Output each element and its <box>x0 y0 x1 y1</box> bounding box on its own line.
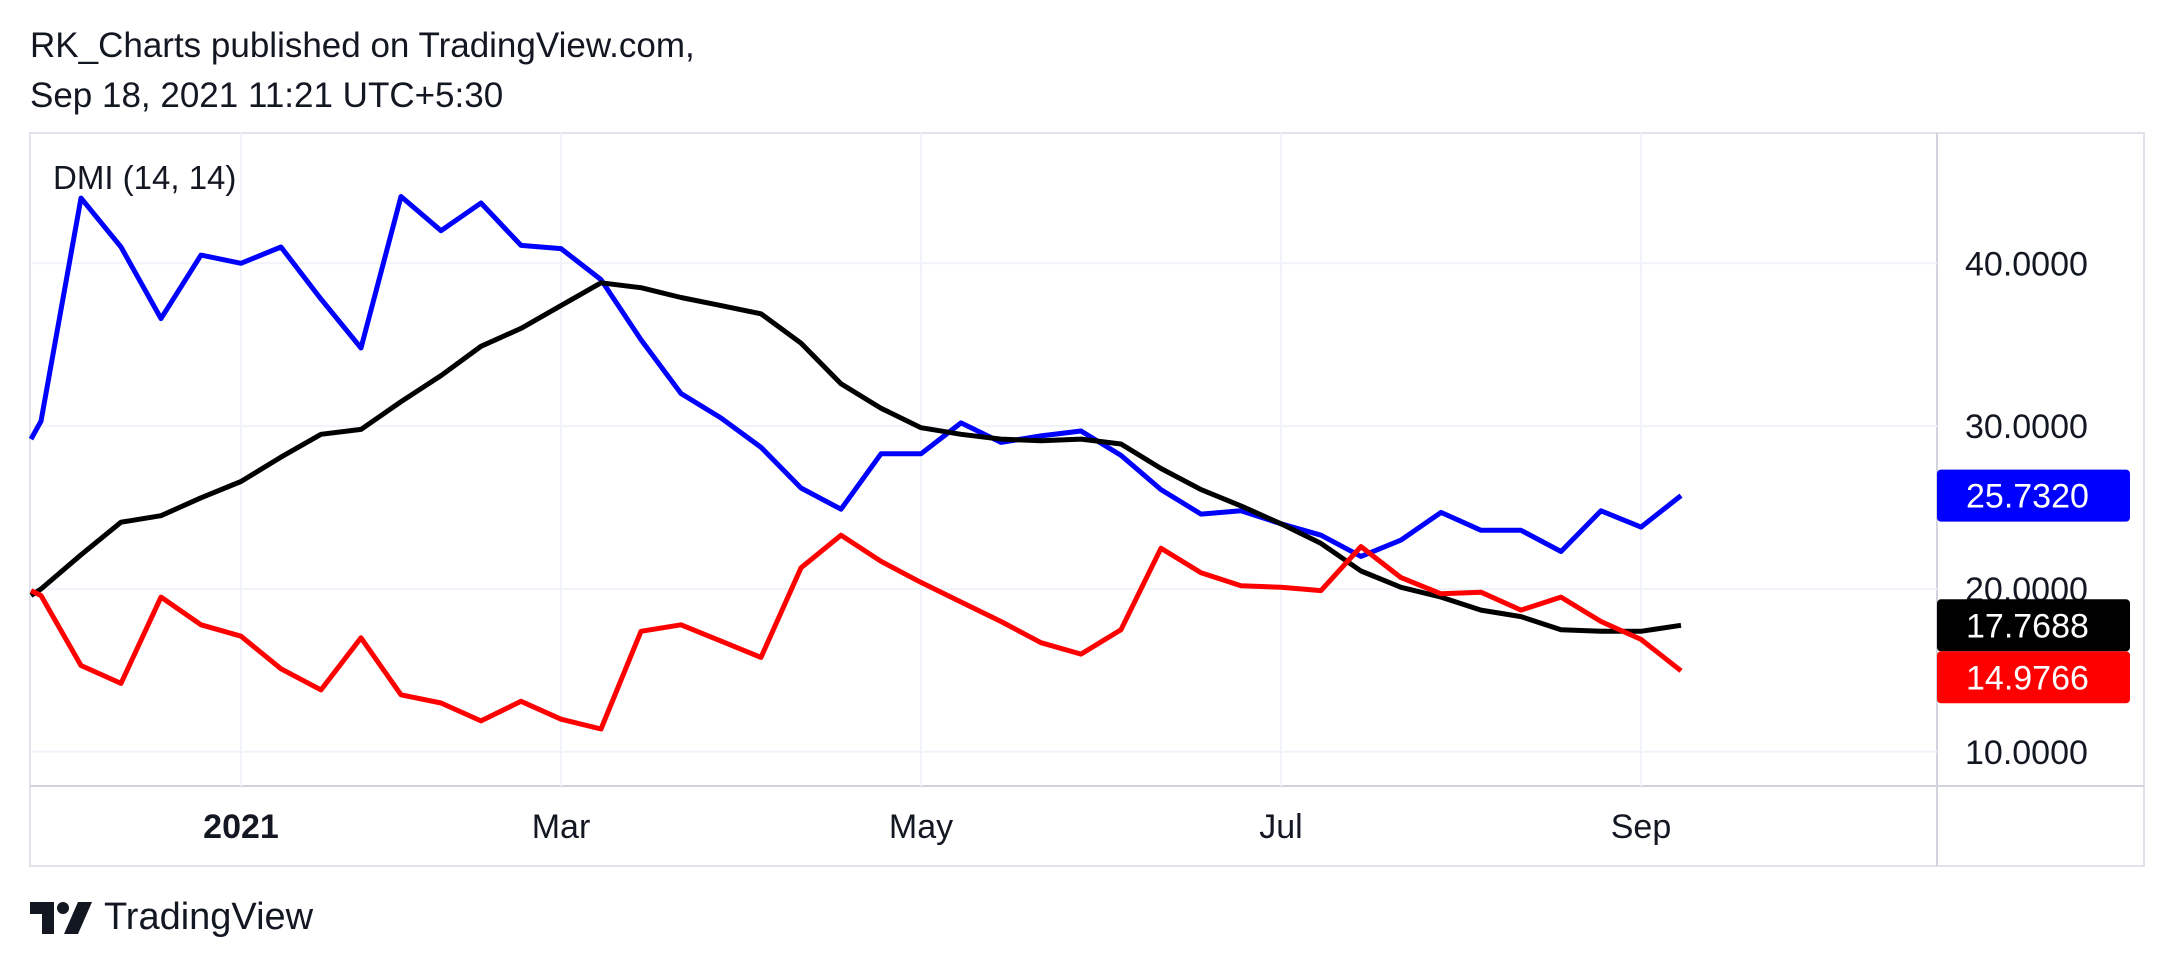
indicator-label: DMI (14, 14) <box>53 159 236 196</box>
brand-name: TradingView <box>104 896 314 938</box>
x-tick-label: Jul <box>1259 808 1302 846</box>
chart-frame <box>29 132 2145 867</box>
last-value-badge <box>1937 469 2130 522</box>
y-tick-label: 30.0000 <box>1965 408 2088 446</box>
y-tick-label: 10.0000 <box>1965 734 2088 772</box>
x-tick-label: 2021 <box>203 808 279 846</box>
last-value-text: 17.7688 <box>1966 607 2089 645</box>
last-value-text: 25.7320 <box>1966 478 2089 516</box>
publish-date: Sep 18, 2021 11:21 UTC+5:30 <box>30 76 504 115</box>
last-value-badge <box>1937 599 2130 652</box>
x-tick-label: May <box>889 808 953 846</box>
series-line-ADX <box>29 280 1682 634</box>
series-layer <box>28 194 1683 732</box>
publisher-line: RK_Charts published on TradingView.com, <box>30 26 695 65</box>
x-tick-label: Sep <box>1611 808 1672 846</box>
x-tick-label: Mar <box>532 808 591 846</box>
last-value-text: 14.9766 <box>1966 659 2089 697</box>
grid <box>30 133 1937 786</box>
tradingview-brand[interactable]: TradingView <box>30 896 313 939</box>
series-line-+DI <box>28 194 1683 559</box>
last-value-badges: 25.7320 17.7688 14.9766 <box>1937 469 2130 704</box>
series-line--DI <box>29 532 1683 732</box>
x-axis: 2021 Mar May Jul Sep <box>203 808 1671 846</box>
last-value-badge <box>1937 651 2130 704</box>
tradingview-logo-icon <box>30 901 92 934</box>
y-tick-label: 40.0000 <box>1965 245 2088 283</box>
